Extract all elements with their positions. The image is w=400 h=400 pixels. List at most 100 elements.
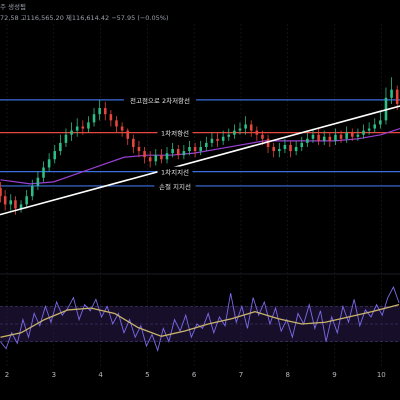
candle-body-55 (306, 138, 309, 143)
x-tick-label-7: 9 (332, 371, 336, 379)
trendline (0, 105, 400, 216)
candle-body-11 (59, 142, 62, 152)
candle-body-33 (182, 151, 186, 156)
candle-body-21 (115, 120, 118, 127)
candle-body-15 (81, 126, 85, 129)
candle-body-18 (98, 108, 101, 115)
candle-body-16 (87, 122, 90, 129)
candle-body-40 (221, 136, 225, 141)
chart-header: 주 생성됨 72,58 고116,565.20 제116,614.42 −57.… (0, 0, 400, 22)
candle-body-19 (103, 108, 107, 115)
oscillator-series-1 (0, 304, 400, 338)
level-label-0: 전고점으로 2차저항선 (130, 96, 190, 105)
candle-body-1 (3, 196, 7, 205)
candle-body-39 (216, 138, 219, 141)
header-title: 주 생성됨 (0, 3, 26, 11)
candle-body-58 (322, 136, 326, 141)
candle-body-29 (160, 155, 163, 160)
x-tick-label-5: 7 (239, 371, 243, 379)
candle-body-70 (390, 89, 393, 98)
candle-body-50 (278, 149, 281, 152)
candle-body-32 (176, 149, 180, 156)
candle-body-14 (75, 126, 79, 131)
candle-body-48 (266, 138, 270, 147)
candle-body-47 (261, 134, 264, 139)
x-tick-label-0: 2 (5, 371, 9, 379)
candle-body-28 (154, 155, 158, 162)
candle-body-68 (379, 120, 382, 125)
candle-body-62 (345, 132, 348, 139)
candle-body-60 (334, 134, 337, 141)
candle-body-0 (0, 188, 2, 197)
grid-layer (0, 24, 400, 368)
candle-body-46 (255, 130, 259, 135)
candle-body-63 (350, 132, 354, 137)
x-tick-label-2: 4 (98, 371, 103, 379)
level-lines-layer (0, 99, 400, 187)
level-label-bg-1 (157, 127, 193, 138)
candle-body-24 (132, 138, 135, 147)
header-ohlc: 72,58 고116,565.20 제116,614.42 −57.95 (−0… (0, 14, 169, 22)
trendline-layer (0, 105, 400, 216)
candle-body-30 (165, 153, 169, 160)
candle-body-20 (109, 114, 113, 121)
candle-body-3 (14, 200, 17, 209)
x-ticks-layer: 2 3 4 5 6 7 8 9 10 (5, 371, 386, 379)
candle-body-53 (294, 147, 298, 152)
candle-body-4 (19, 204, 23, 209)
candle-body-36 (199, 147, 202, 152)
sma-layer (0, 127, 400, 185)
x-tick-label-1: 3 (52, 371, 56, 379)
candle-body-35 (193, 147, 197, 152)
level-label-bg-2 (157, 166, 193, 177)
candle-body-38 (210, 138, 214, 143)
x-tick-label-6: 8 (285, 371, 289, 379)
candle-body-59 (328, 136, 332, 141)
candle-body-52 (289, 144, 292, 152)
candle-body-6 (30, 185, 34, 197)
candle-body-22 (120, 126, 124, 131)
x-tick-label-8: 10 (377, 371, 386, 379)
x-tick-label-4: 6 (192, 371, 197, 379)
level-label-bg-0 (123, 94, 197, 105)
candle-body-34 (188, 147, 191, 152)
level-label-1: 1차저항선 (161, 129, 189, 138)
level-label-3: 손절 지지선 (159, 182, 191, 191)
candle-body-27 (148, 157, 152, 162)
oscillator-band-layer (0, 306, 400, 342)
x-tick-label-3: 5 (145, 371, 149, 379)
candles-layer (0, 77, 399, 215)
candle-body-26 (143, 151, 146, 158)
candle-body-57 (317, 134, 320, 141)
candle-body-8 (42, 167, 45, 178)
candle-body-5 (25, 196, 28, 205)
candle-body-10 (53, 151, 57, 160)
level-label-2: 1차지지선 (161, 168, 189, 177)
candle-body-25 (137, 147, 141, 152)
candle-body-7 (36, 177, 40, 186)
candle-body-56 (311, 134, 315, 139)
candle-body-9 (47, 159, 51, 168)
candle-body-12 (64, 134, 68, 143)
sma-line (0, 127, 400, 185)
candle-body-54 (300, 142, 304, 147)
candle-body-61 (339, 134, 343, 139)
candle-body-51 (283, 144, 287, 150)
candle-body-66 (367, 128, 371, 131)
oscillator-layer (0, 285, 400, 352)
candle-body-44 (244, 124, 247, 129)
candle-body-17 (92, 114, 96, 123)
candle-body-37 (205, 142, 208, 147)
candle-body-49 (272, 147, 275, 152)
candle-body-41 (227, 134, 231, 137)
candle-body-64 (356, 134, 360, 137)
candle-body-45 (249, 124, 253, 131)
candle-body-71 (395, 89, 399, 104)
candle-body-23 (126, 130, 130, 139)
candle-body-65 (362, 130, 365, 135)
candle-body-67 (373, 124, 377, 129)
candle-body-13 (70, 130, 73, 135)
